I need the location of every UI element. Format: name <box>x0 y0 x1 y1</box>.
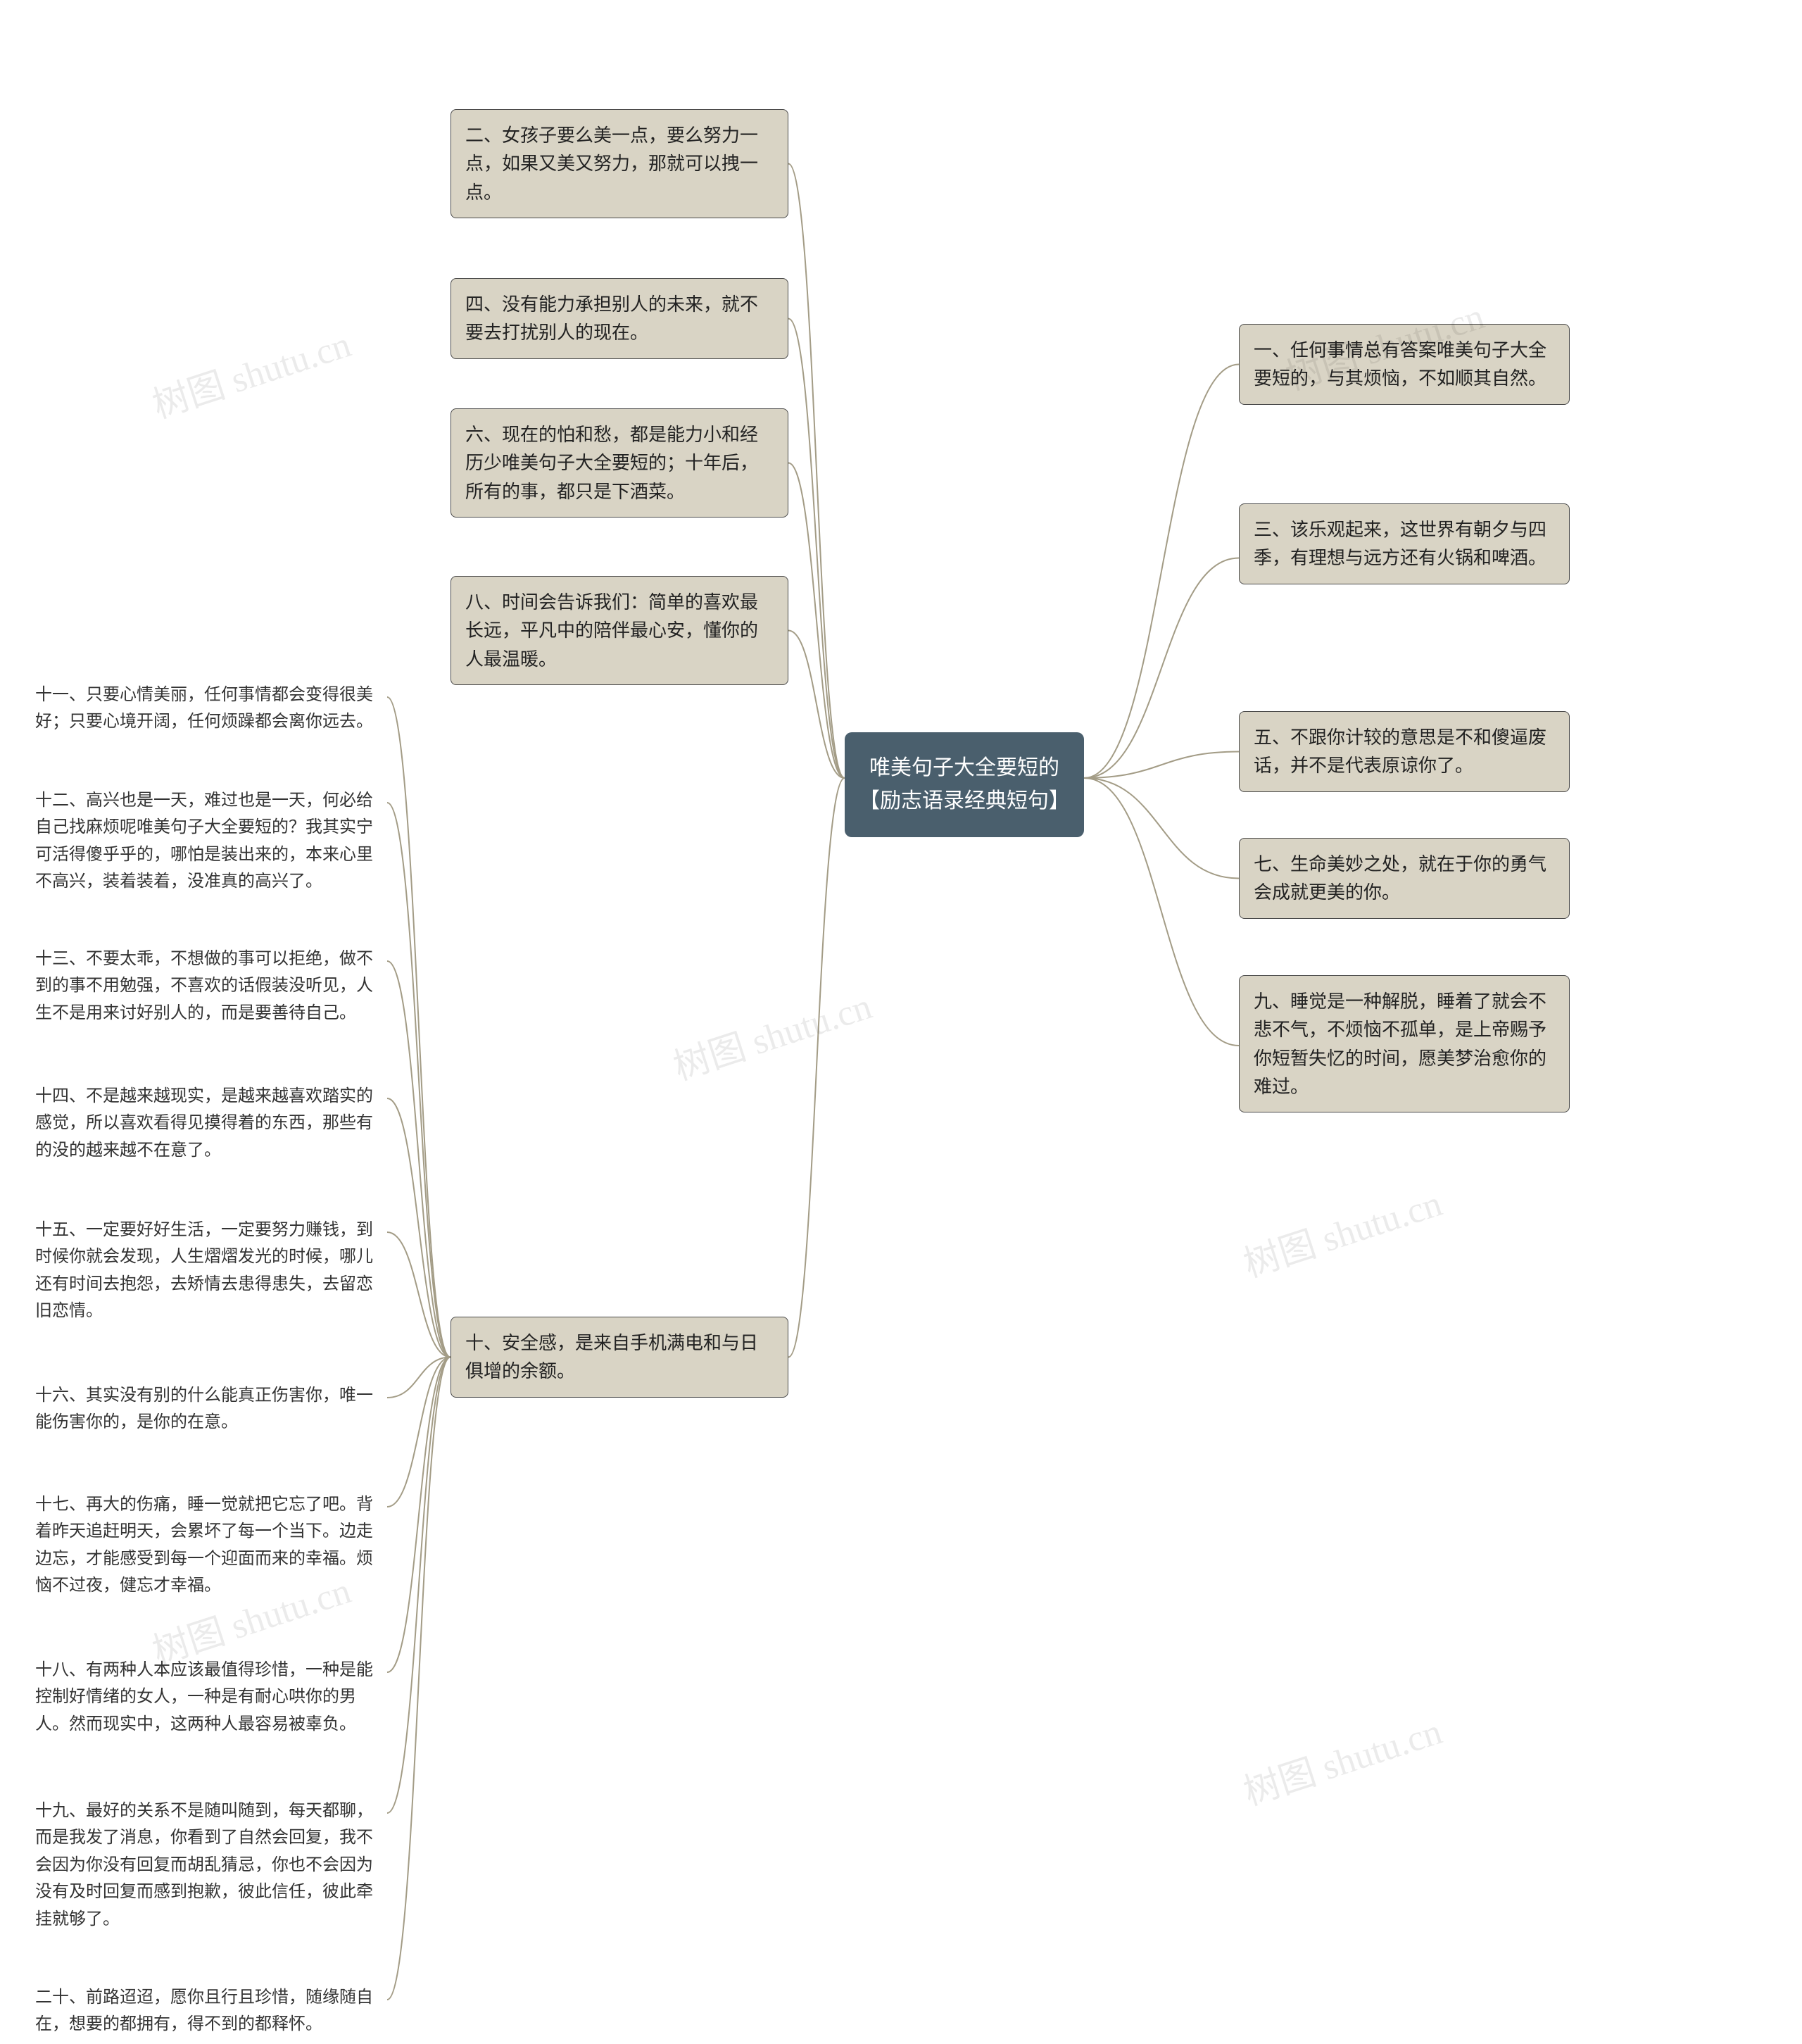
branch-left-10: 十、安全感，是来自手机满电和与日俱增的余额。 <box>450 1317 788 1398</box>
leaf-16: 十六、其实没有别的什么能真正伤害你，唯一能伤害你的，是你的在意。 <box>35 1377 387 1442</box>
watermark: 树图 shutu.cn <box>1236 1702 1448 1815</box>
leaf-19: 十九、最好的关系不是随叫随到，每天都聊，而是我发了消息，你看到了自然会回复，我不… <box>35 1792 387 1938</box>
branch-right-3: 三、该乐观起来，这世界有朝夕与四季，有理想与远方还有火锅和啤酒。 <box>1239 503 1570 584</box>
leaf-20: 二十、前路迢迢，愿你且行且珍惜，随缘随自在，想要的都拥有，得不到的都释怀。 <box>35 1979 387 2044</box>
watermark: 树图 shutu.cn <box>666 977 878 1090</box>
branch-right-9: 九、睡觉是一种解脱，睡着了就会不悲不气，不烦恼不孤单，是上帝赐予你短暂失忆的时间… <box>1239 975 1570 1112</box>
branch-left-8: 八、时间会告诉我们：简单的喜欢最长远，平凡中的陪伴最心安，懂你的人最温暖。 <box>450 576 788 685</box>
branch-left-2: 二、女孩子要么美一点，要么努力一点，如果又美又努力，那就可以拽一点。 <box>450 109 788 218</box>
leaf-14: 十四、不是越来越现实，是越来越喜欢踏实的感觉，所以喜欢看得见摸得着的东西，那些有… <box>35 1077 387 1170</box>
branch-left-4: 四、没有能力承担别人的未来，就不要去打扰别人的现在。 <box>450 278 788 359</box>
branch-left-6: 六、现在的怕和愁，都是能力小和经历少唯美句子大全要短的；十年后，所有的事，都只是… <box>450 408 788 518</box>
branch-right-5: 五、不跟你计较的意思是不和傻逼废话，并不是代表原谅你了。 <box>1239 711 1570 792</box>
center-node: 唯美句子大全要短的【励志语录经典短句】 <box>845 732 1084 837</box>
leaf-12: 十二、高兴也是一天，难过也是一天，何必给自己找麻烦呢唯美句子大全要短的？我其实宁… <box>35 782 387 901</box>
leaf-17: 十七、再大的伤痛，睡一觉就把它忘了吧。背着昨天追赶明天，会累坏了每一个当下。边走… <box>35 1486 387 1605</box>
branch-right-7: 七、生命美妙之处，就在于你的勇气会成就更美的你。 <box>1239 838 1570 919</box>
leaf-18: 十八、有两种人本应该最值得珍惜，一种是能控制好情绪的女人，一种是有耐心哄你的男人… <box>35 1651 387 1743</box>
leaf-13: 十三、不要太乖，不想做的事可以拒绝，做不到的事不用勉强，不喜欢的话假装没听见，人… <box>35 940 387 1032</box>
leaf-15: 十五、一定要好好生活，一定要努力赚钱，到时候你就会发现，人生熠熠发光的时候，哪儿… <box>35 1211 387 1331</box>
leaf-11: 十一、只要心情美丽，任何事情都会变得很美好；只要心境开阔，任何烦躁都会离你远去。 <box>35 676 387 741</box>
mindmap-canvas: 唯美句子大全要短的【励志语录经典短句】 一、任何事情总有答案唯美句子大全要短的，… <box>0 0 1802 2023</box>
watermark: 树图 shutu.cn <box>145 315 357 428</box>
branch-right-1: 一、任何事情总有答案唯美句子大全要短的，与其烦恼，不如顺其自然。 <box>1239 324 1570 405</box>
watermark: 树图 shutu.cn <box>1236 1174 1448 1287</box>
